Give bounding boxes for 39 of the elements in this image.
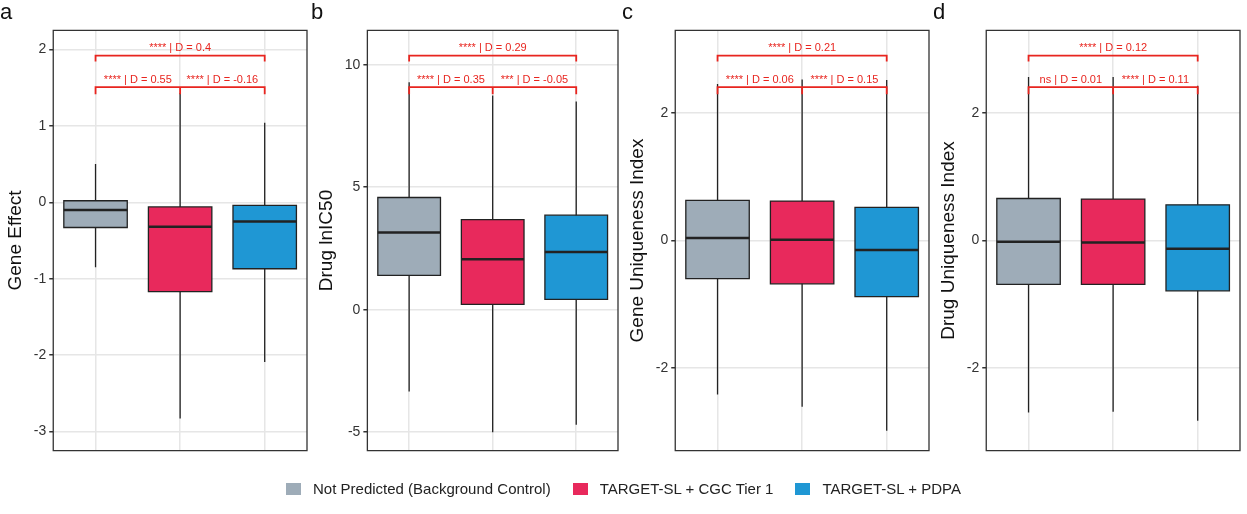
chart-title: a <box>0 0 13 25</box>
y-tick-label: -2 <box>655 358 669 375</box>
annotation: **** | D = 0.11 <box>1121 72 1189 85</box>
annotation: **** | D = 0.55 <box>103 72 172 85</box>
y-tick-label: -5 <box>347 423 361 440</box>
y-tick-label: 2 <box>660 104 669 121</box>
y-axis-title: Drug Uniqueness Index <box>936 140 958 340</box>
y-axis-title: Gene Uniqueness Index <box>625 138 647 343</box>
annotation: **** | D = 0.29 <box>458 41 527 54</box>
y-tick-label: -1 <box>33 269 47 286</box>
y-tick-label: 10 <box>344 55 361 72</box>
y-axis-title: Drug lnIC50 <box>314 189 336 292</box>
y-tick-label: 0 <box>352 300 361 317</box>
annotation: **** | D = 0.21 <box>768 41 837 54</box>
y-tick-label: 2 <box>971 104 980 121</box>
y-tick-label: 2 <box>38 40 47 57</box>
y-tick-label: 1 <box>38 116 47 133</box>
y-tick-label: 5 <box>352 178 361 195</box>
annotation: ns | D = 0.01 <box>1039 72 1103 85</box>
y-tick-label: -2 <box>966 358 980 375</box>
y-tick-label: 0 <box>971 231 980 248</box>
annotation: **** | D = 0.12 <box>1079 41 1148 54</box>
chart-title: d <box>933 0 946 25</box>
annotation: **** | D = 0.15 <box>810 72 879 85</box>
y-tick-label: 0 <box>660 231 669 248</box>
annotation: **** | D = 0.4 <box>149 41 212 54</box>
chart-title: b <box>311 0 324 25</box>
annotation: **** | D = 0.06 <box>725 72 794 85</box>
y-tick-label: 0 <box>38 193 47 210</box>
annotation: **** | D = -0.16 <box>186 72 259 85</box>
y-tick-label: -3 <box>33 422 47 439</box>
y-axis-title: Gene Effect <box>3 189 25 291</box>
legend-label: TARGET-SL + CGC Tier 1 <box>599 480 774 497</box>
annotation: *** | D = -0.05 <box>500 72 569 85</box>
annotation: **** | D = 0.35 <box>416 72 485 85</box>
y-tick-label: -2 <box>33 345 47 362</box>
chart-title: c <box>622 0 633 25</box>
legend-label: TARGET-SL + PDPA <box>822 480 961 497</box>
legend-label: Not Predicted (Background Control) <box>313 480 551 497</box>
